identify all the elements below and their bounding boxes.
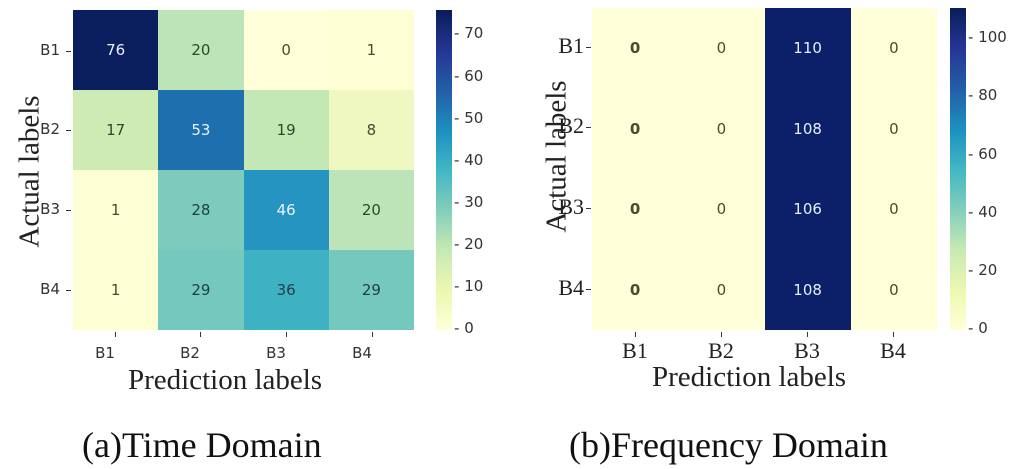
right-col-label-b2: B2	[708, 338, 734, 363]
right-colorbar-tick: - 80	[968, 86, 998, 104]
left-cell: 53	[158, 90, 244, 170]
left-row-label-b3: B3	[40, 200, 60, 218]
right-cell: 0	[850, 88, 937, 169]
left-cell: 1	[328, 10, 414, 90]
right-row-label-b2: B2	[558, 113, 584, 138]
right-ytick	[586, 127, 591, 128]
right-cell: 0	[678, 88, 765, 169]
left-xtick	[286, 332, 287, 337]
right-cell: 108	[764, 249, 851, 330]
left-ytick	[66, 130, 71, 131]
left-cell: 19	[243, 90, 329, 170]
right-row-label-b1: B1	[558, 33, 584, 58]
right-cell: 0	[678, 169, 765, 250]
left-cell: 1	[73, 170, 159, 250]
left-xtick	[115, 332, 116, 337]
right-cell: 0	[592, 169, 679, 250]
right-cell: 106	[764, 169, 851, 250]
left-heatmap: 76 20 0 1 17 53 19 8 1 28 46 20 1 29 36 …	[73, 10, 414, 330]
right-xtick	[721, 332, 722, 337]
left-row-label-b4: B4	[40, 280, 60, 298]
time-domain-panel: Actual labels B1 B2 B3 B4 76 20 0 1 17 5…	[0, 0, 512, 469]
right-colorbar-tick: - 0	[968, 319, 988, 337]
right-cell: 0	[678, 8, 765, 89]
frequency-domain-panel: Actual labels B1 B2 B3 B4 0 0 110 0 0 0 …	[512, 0, 1025, 469]
right-caption: (b)Frequency Domain	[569, 425, 888, 465]
left-col-label-b2: B2	[180, 344, 200, 362]
left-caption: (a)Time Domain	[82, 425, 322, 465]
left-cell: 29	[328, 250, 414, 330]
right-cell: 0	[850, 249, 937, 330]
right-col-label-b1: B1	[622, 338, 648, 363]
right-xtick	[807, 332, 808, 337]
left-cell: 1	[73, 250, 159, 330]
left-colorbar-tick: - 50	[454, 109, 484, 127]
left-ytick	[66, 51, 71, 52]
left-ytick	[66, 290, 71, 291]
left-cell: 8	[328, 90, 414, 170]
right-xtick	[893, 332, 894, 337]
left-y-axis-title: Actual labels	[13, 95, 46, 248]
right-row-label-b4: B4	[558, 275, 584, 300]
left-row-label-b1: B1	[40, 41, 60, 59]
left-cell: 29	[158, 250, 244, 330]
left-col-label-b3: B3	[266, 344, 286, 362]
right-colorbar-tick: - 100	[968, 28, 1007, 46]
right-cell: 110	[764, 8, 851, 89]
right-x-axis-title: Prediction labels	[652, 361, 847, 393]
left-row-label-b2: B2	[40, 120, 60, 138]
right-colorbar-tick: - 40	[968, 203, 998, 221]
right-cell: 0	[850, 169, 937, 250]
right-col-label-b4: B4	[880, 338, 906, 363]
left-xtick	[372, 332, 373, 337]
left-colorbar-tick: - 30	[454, 193, 484, 211]
left-xtick	[200, 332, 201, 337]
left-cell: 36	[243, 250, 329, 330]
right-cell: 0	[592, 88, 679, 169]
left-cell: 20	[158, 10, 244, 90]
right-col-label-b3: B3	[794, 338, 820, 363]
right-colorbar-tick: - 20	[968, 261, 998, 279]
left-cell: 46	[243, 170, 329, 250]
right-cell: 0	[592, 8, 679, 89]
left-x-axis-title: Prediction labels	[128, 364, 323, 396]
right-colorbar-tick: - 60	[968, 145, 998, 163]
right-ytick	[586, 289, 591, 290]
left-colorbar-tick: - 60	[454, 67, 484, 85]
left-col-label-b1: B1	[95, 344, 115, 362]
left-cell: 28	[158, 170, 244, 250]
left-cell: 76	[73, 10, 159, 90]
left-ytick	[66, 210, 71, 211]
right-cell: 0	[678, 249, 765, 330]
left-colorbar-tick: - 10	[454, 277, 484, 295]
left-cell: 20	[328, 170, 414, 250]
left-colorbar-tick: - 0	[454, 319, 474, 337]
right-heatmap: 0 0 110 0 0 0 108 0 0 0 106 0 0 0 108 0	[592, 8, 937, 330]
right-row-label-b3: B3	[558, 194, 584, 219]
left-colorbar-tick: - 20	[454, 235, 484, 253]
right-ytick	[586, 47, 591, 48]
right-cell: 0	[592, 249, 679, 330]
left-col-label-b4: B4	[352, 344, 372, 362]
left-colorbar-tick: - 40	[454, 151, 484, 169]
left-cell: 17	[73, 90, 159, 170]
right-ytick	[586, 208, 591, 209]
right-cell: 108	[764, 88, 851, 169]
right-xtick	[635, 332, 636, 337]
left-colorbar	[436, 10, 452, 330]
right-cell: 0	[850, 8, 937, 89]
left-colorbar-tick: - 70	[454, 24, 484, 42]
left-cell: 0	[243, 10, 329, 90]
right-colorbar	[950, 8, 966, 330]
